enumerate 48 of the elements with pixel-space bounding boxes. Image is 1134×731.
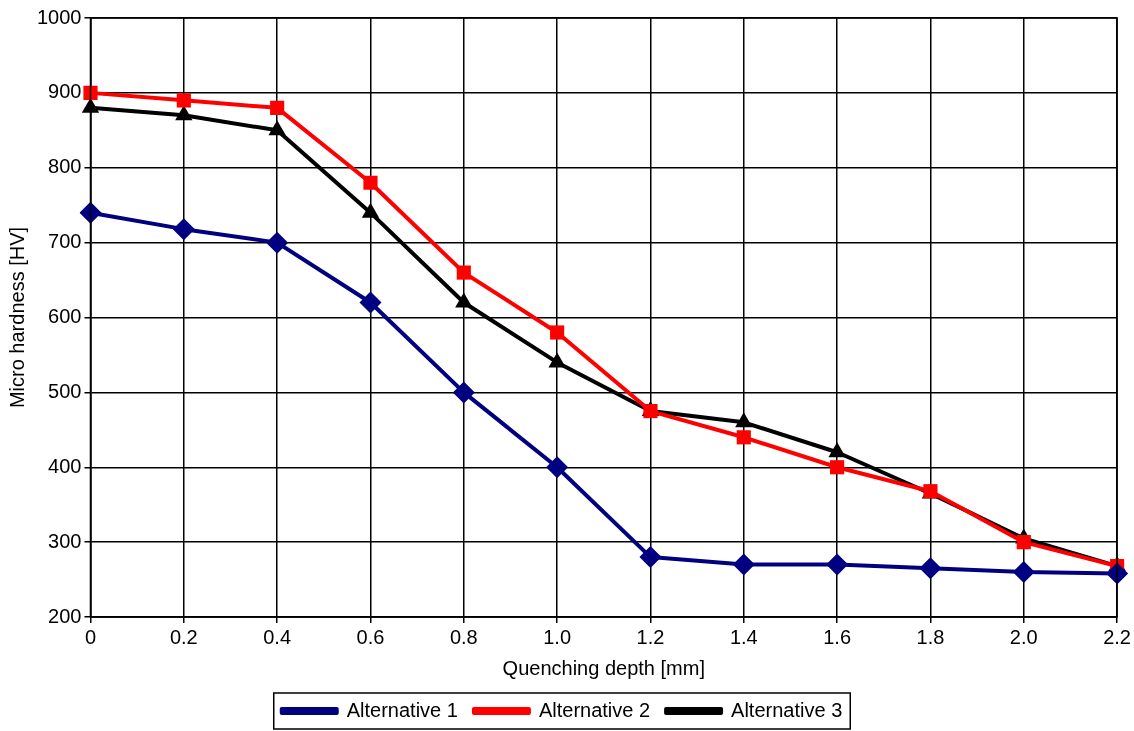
x-axis-title: Quenching depth [mm] <box>502 656 705 679</box>
y-tick-label: 500 <box>48 379 82 402</box>
x-tick-label: 1.4 <box>729 625 758 648</box>
x-tick-label: 0.2 <box>169 625 198 648</box>
legend-label: Alternative 1 <box>346 698 458 721</box>
y-tick-label: 1000 <box>36 5 82 28</box>
point <box>1012 561 1035 584</box>
x-tick-label: 0.4 <box>263 625 292 648</box>
point <box>363 175 378 190</box>
point <box>1016 535 1031 550</box>
point <box>550 325 565 340</box>
point <box>268 120 286 136</box>
point <box>359 291 382 314</box>
point <box>546 456 569 479</box>
point <box>452 381 475 404</box>
point <box>639 546 662 569</box>
point <box>176 93 191 108</box>
point <box>826 553 849 576</box>
x-tick-label: 0.6 <box>356 625 385 648</box>
point <box>83 85 98 100</box>
point <box>175 105 193 121</box>
y-axis-title: Micro hardness [HV] <box>5 226 28 409</box>
y-tick-label: 800 <box>48 155 82 178</box>
y-tick-label: 600 <box>48 305 82 328</box>
point <box>79 201 102 224</box>
point <box>456 265 471 280</box>
x-tick-label: 1.0 <box>543 625 572 648</box>
x-tick-label: 0 <box>84 625 97 648</box>
legend-label: Alternative 3 <box>731 698 843 721</box>
point <box>830 460 845 475</box>
x-tick-label: 1.2 <box>636 625 665 648</box>
y-tick-label: 400 <box>48 454 82 477</box>
y-tick-label: 700 <box>48 230 82 253</box>
y-tick-label: 200 <box>48 604 82 627</box>
point <box>732 553 755 576</box>
x-tick-label: 1.6 <box>823 625 852 648</box>
x-tick-label: 2.2 <box>1103 625 1131 648</box>
x-tick-label: 2.0 <box>1009 625 1038 648</box>
y-tick-label: 300 <box>48 529 82 552</box>
point <box>919 557 942 580</box>
legend-label: Alternative 2 <box>538 698 651 721</box>
point <box>172 218 195 241</box>
x-tick-label: 0.8 <box>449 625 478 648</box>
point <box>736 430 751 445</box>
y-tick-label: 900 <box>48 80 82 103</box>
point <box>270 100 285 115</box>
x-tick-label: 1.8 <box>916 625 945 648</box>
point <box>266 231 289 254</box>
